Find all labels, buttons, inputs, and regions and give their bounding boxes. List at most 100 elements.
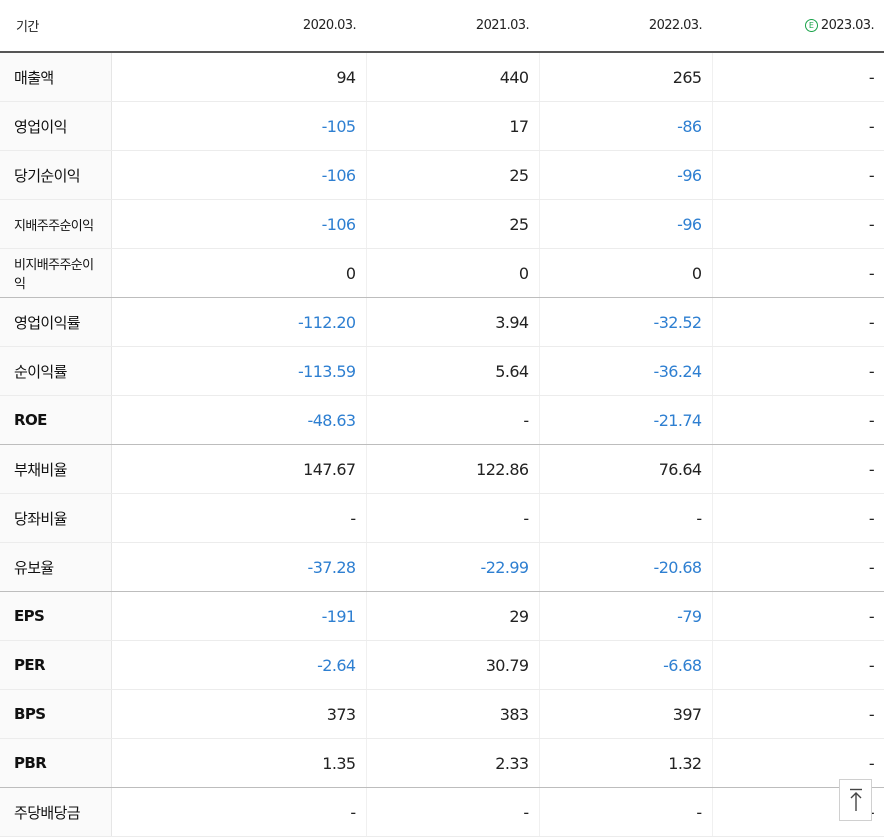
table-row: 부채비율 147.67 122.86 76.64- [0, 444, 884, 494]
table-row: PBR 1.35 2.33 1.32- [0, 738, 884, 788]
row-label: 비지배주주순이익 [0, 248, 112, 298]
table-cell: -20.68 [538, 542, 712, 592]
table-cell: 5.64 [365, 346, 539, 396]
table-cell: - [711, 199, 884, 249]
table-cell: - [711, 248, 884, 298]
table-cell: -48.63 [110, 395, 366, 445]
row-label: 매출액 [0, 52, 112, 102]
table-cell: - [711, 101, 884, 151]
column-label: 2021.03. [475, 18, 530, 33]
table-cell: 0 [110, 248, 366, 298]
table-cell: 76.64 [538, 444, 712, 494]
scroll-to-top-button[interactable] [839, 779, 872, 821]
row-label: PER [0, 640, 112, 690]
table-row: 지배주주순이익 -106 25 -96- [0, 199, 884, 249]
row-label: 부채비율 [0, 444, 112, 494]
table-cell: 265 [538, 52, 712, 102]
table-row: 매출액 94 440 265- [0, 52, 884, 102]
table-cell: - [110, 493, 366, 543]
row-label: PBR [0, 738, 112, 788]
table-cell: -105 [110, 101, 366, 151]
table-cell: -191 [110, 591, 366, 641]
row-label: 영업이익률 [0, 297, 112, 347]
table-cell: - [711, 346, 884, 396]
table-cell: - [711, 297, 884, 347]
table-row: 유보율 -37.28 -22.99 -20.68- [0, 542, 884, 592]
table-cell: -21.74 [538, 395, 712, 445]
table-cell: 1.32 [538, 738, 712, 788]
arrow-up-to-top-icon [849, 788, 862, 811]
table-row: 당기순이익 -106 25 -96- [0, 150, 884, 200]
table-cell: -113.59 [110, 346, 366, 396]
estimate-badge-icon: E [804, 19, 818, 32]
row-label: 주당배당금 [0, 787, 112, 837]
table-cell: - [538, 493, 712, 543]
column-header-2020: 2020.03. [111, 0, 366, 53]
table-row: PER -2.64 30.79 -6.68- [0, 640, 884, 690]
table-cell: -106 [110, 199, 366, 249]
row-label: 당좌비율 [0, 493, 112, 543]
table-cell: 147.67 [110, 444, 366, 494]
table-cell: 373 [110, 689, 366, 739]
table-cell: 25 [365, 199, 539, 249]
table-cell: - [711, 52, 884, 102]
period-header: 기간 [0, 0, 111, 53]
table-row: ROE -48.63- -21.74- [0, 395, 884, 445]
table-cell: -112.20 [110, 297, 366, 347]
table-row: 순이익률 -113.59 5.64 -36.24- [0, 346, 884, 396]
table-cell: -96 [538, 150, 712, 200]
table-cell: - [711, 444, 884, 494]
row-label: EPS [0, 591, 112, 641]
row-label: 순이익률 [0, 346, 112, 396]
table-cell: - [711, 150, 884, 200]
table-cell: - [365, 493, 539, 543]
table-cell: -32.52 [538, 297, 712, 347]
table-row: BPS 373 383 397- [0, 689, 884, 739]
column-label: 2023.03. [820, 18, 875, 33]
table-row: EPS -191 29 -79- [0, 591, 884, 641]
table-row: 비지배주주순이익 0 0 0- [0, 248, 884, 298]
table-row: 영업이익률 -112.20 3.94 -32.52- [0, 297, 884, 347]
table-cell: -86 [538, 101, 712, 151]
table-cell: 17 [365, 101, 539, 151]
table-header-row: 기간 2020.03. 2021.03. 2022.03. E 2023.03. [0, 0, 884, 53]
table-cell: 440 [365, 52, 539, 102]
table-cell: - [110, 787, 366, 837]
row-label: 당기순이익 [0, 150, 112, 200]
column-label: 2022.03. [648, 18, 703, 33]
table-cell: 2.33 [365, 738, 539, 788]
row-label: 영업이익 [0, 101, 112, 151]
table-cell: - [538, 787, 712, 837]
table-cell: -6.68 [538, 640, 712, 690]
table-cell: 0 [365, 248, 539, 298]
table-cell: 25 [365, 150, 539, 200]
table-cell: 122.86 [365, 444, 539, 494]
table-cell: -37.28 [110, 542, 366, 592]
table-cell: 94 [110, 52, 366, 102]
column-header-2021: 2021.03. [366, 0, 539, 53]
table-cell: 1.35 [110, 738, 366, 788]
table-cell: - [365, 395, 539, 445]
table-cell: 397 [538, 689, 712, 739]
row-label: 유보율 [0, 542, 112, 592]
table-cell: -36.24 [538, 346, 712, 396]
table-cell: 0 [538, 248, 712, 298]
table-cell: -79 [538, 591, 712, 641]
table-cell: - [711, 591, 884, 641]
row-label: BPS [0, 689, 112, 739]
table-row: 당좌비율 - - - - [0, 493, 884, 543]
column-header-2022: 2022.03. [539, 0, 712, 53]
table-cell: - [365, 787, 539, 837]
table-cell: 29 [365, 591, 539, 641]
table-cell: - [711, 395, 884, 445]
table-cell: -2.64 [110, 640, 366, 690]
table-cell: -96 [538, 199, 712, 249]
table-cell: - [711, 689, 884, 739]
table-cell: -22.99 [365, 542, 539, 592]
table-row: 영업이익 -105 17 -86- [0, 101, 884, 151]
column-header-2023-estimate: E 2023.03. [712, 0, 884, 53]
table-cell: - [711, 493, 884, 543]
table-cell: 30.79 [365, 640, 539, 690]
table-cell: 383 [365, 689, 539, 739]
